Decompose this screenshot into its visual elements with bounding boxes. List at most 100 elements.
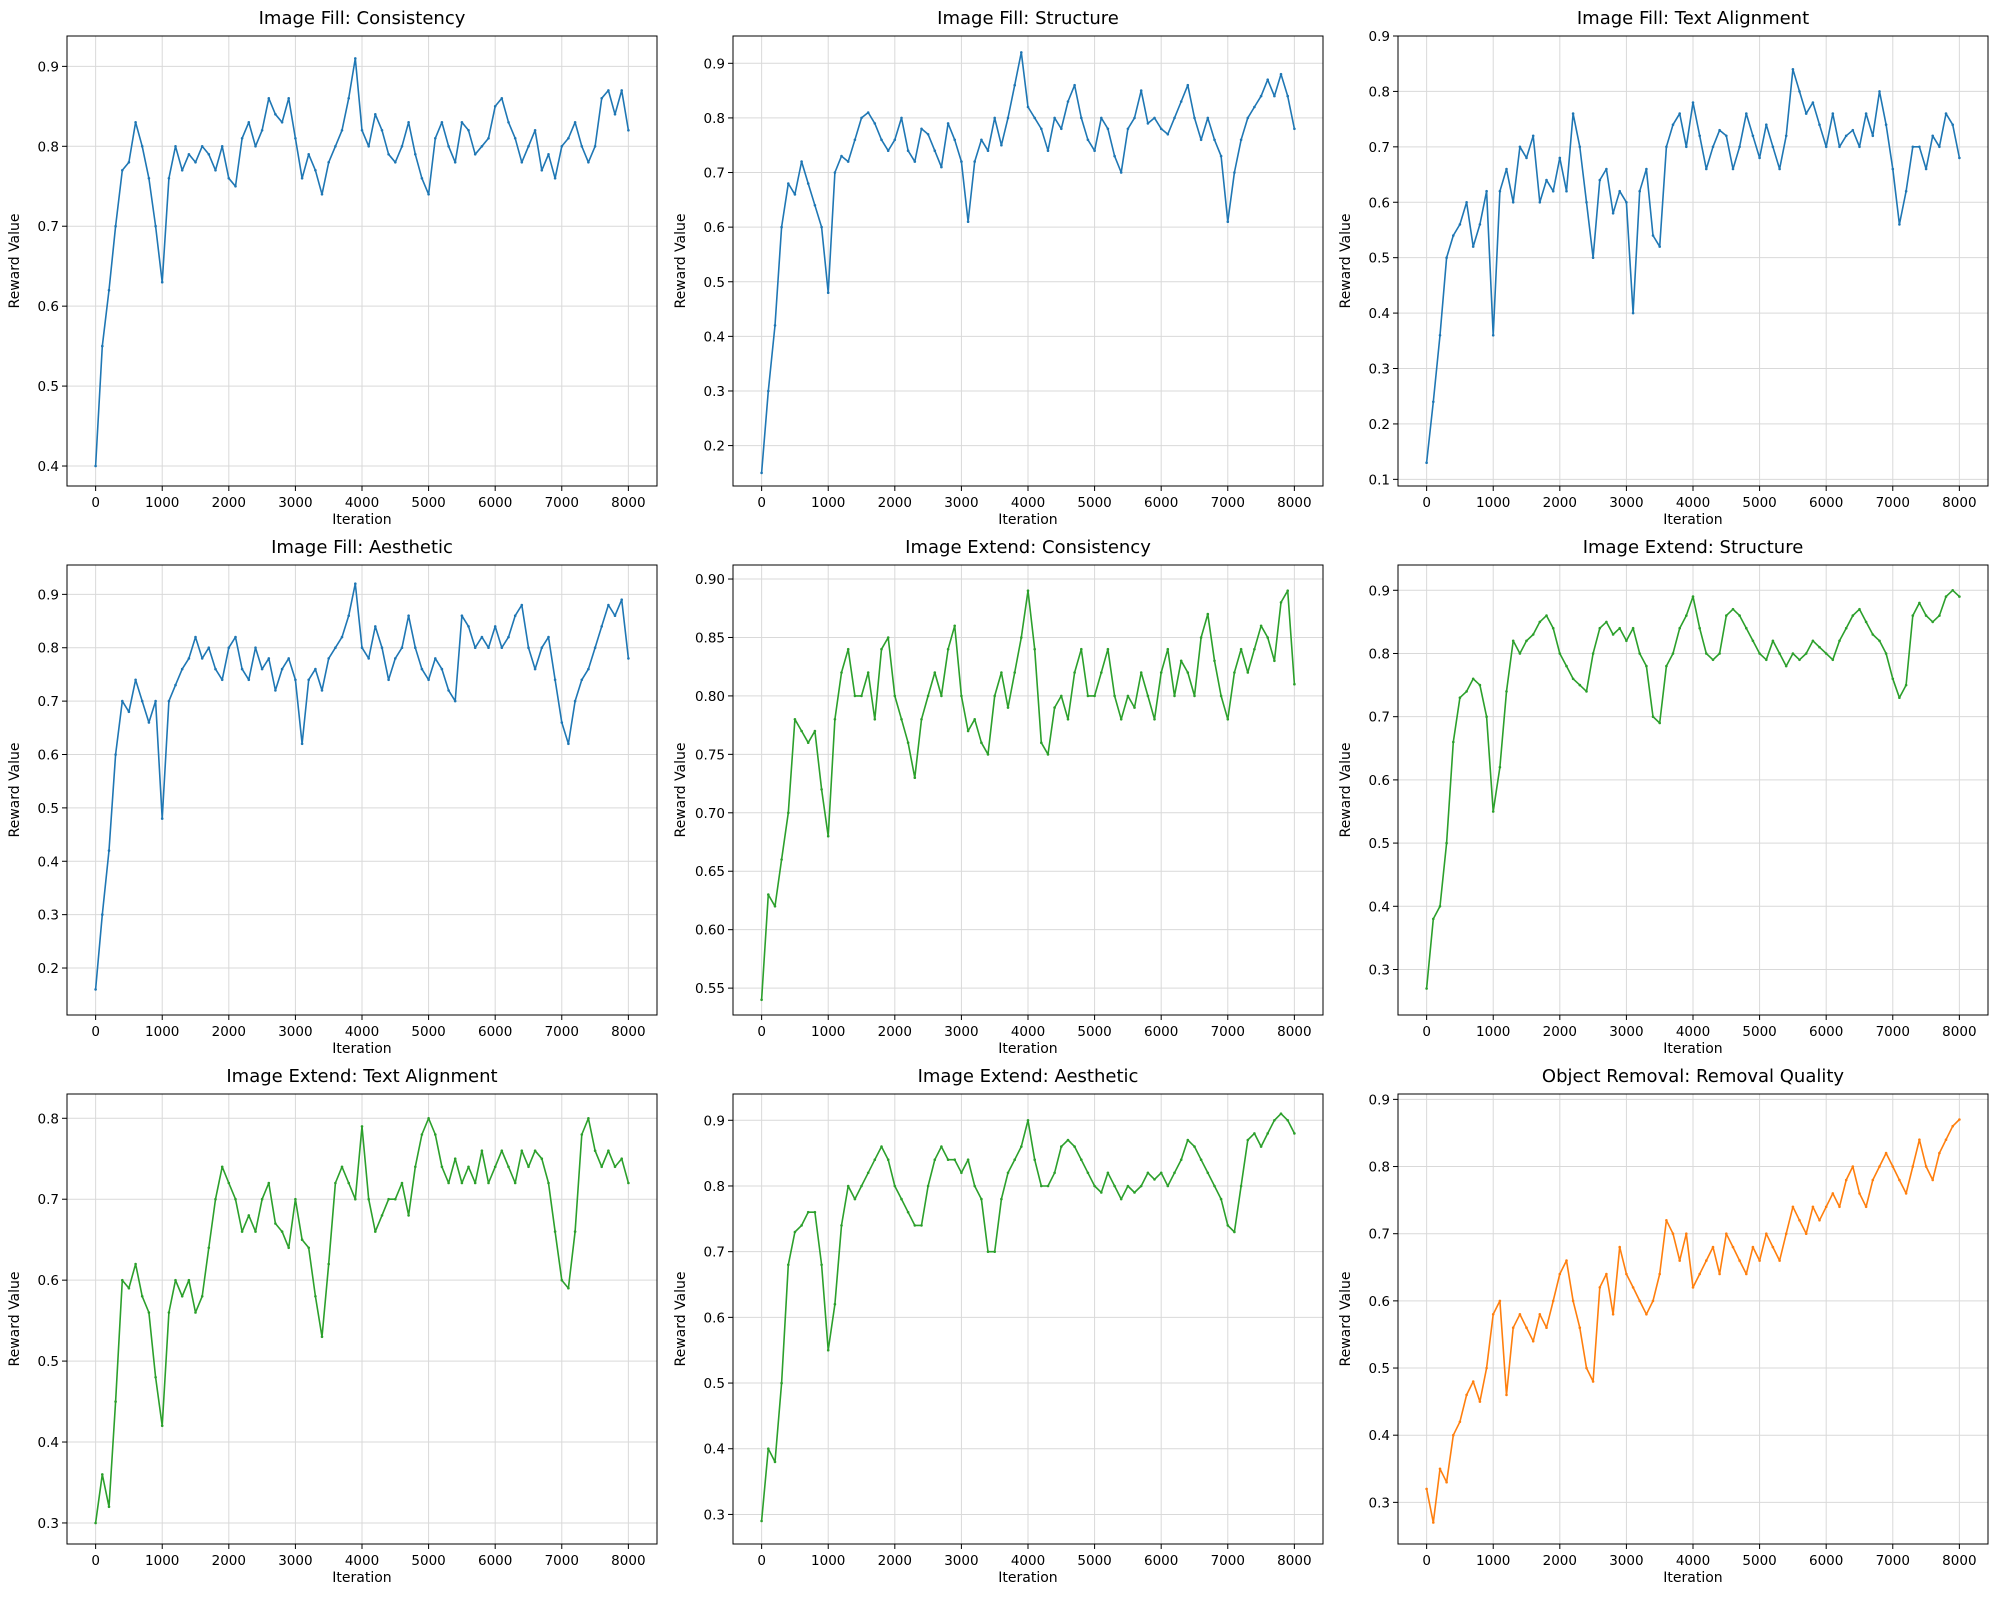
- data-point: [1491, 334, 1495, 337]
- data-point: [1518, 652, 1522, 655]
- data-point: [760, 998, 763, 1002]
- x-tick-label: 0: [1422, 1553, 1431, 1569]
- data-point: [1153, 116, 1156, 120]
- data-point: [1159, 1171, 1163, 1175]
- data-point: [1838, 1205, 1841, 1209]
- data-point: [380, 646, 384, 649]
- data-point: [946, 647, 950, 651]
- data-point: [560, 1278, 564, 1282]
- data-point: [160, 1424, 164, 1428]
- y-tick-label: 0.7: [1369, 1227, 1390, 1243]
- x-tick-label: 3000: [1609, 1553, 1643, 1569]
- data-point: [374, 1230, 377, 1233]
- subplot-7: Image Extend: Text Alignment 0 1000 2000 300…: [7, 1066, 658, 1586]
- data-point: [1738, 614, 1741, 617]
- x-tick-label: 8000: [1277, 1553, 1311, 1569]
- data-point: [513, 614, 517, 617]
- data-point: [627, 129, 630, 132]
- data-point: [1106, 127, 1110, 131]
- data-point: [473, 153, 477, 156]
- data-point: [347, 614, 351, 617]
- data-point: [1126, 1184, 1130, 1188]
- subplot-title: Image Extend: Text Alignment: [226, 1066, 497, 1087]
- x-tick-label: 5000: [1742, 1024, 1776, 1040]
- data-point: [1471, 245, 1475, 248]
- data-point: [953, 138, 956, 142]
- data-point: [107, 288, 111, 292]
- data-point: [993, 694, 996, 698]
- data-point: [1565, 664, 1568, 668]
- data-point: [467, 625, 470, 628]
- data-point: [1858, 607, 1861, 611]
- data-point: [1239, 647, 1243, 651]
- data-point: [447, 689, 450, 692]
- data-point: [434, 1133, 437, 1136]
- x-tick-label: 0: [757, 1024, 766, 1040]
- y-tick-label: 0.3: [38, 908, 59, 924]
- data-point: [1498, 189, 1502, 193]
- x-tick-label: 7000: [1876, 495, 1910, 511]
- data-point: [1591, 1380, 1595, 1383]
- y-tick-label: 0.2: [38, 961, 59, 977]
- data-point: [1293, 682, 1296, 686]
- data-point: [1053, 1171, 1056, 1175]
- x-tick-label: 5000: [1077, 1553, 1111, 1569]
- x-tick-label: 6000: [1144, 1024, 1178, 1040]
- data-point: [1778, 652, 1781, 655]
- data-point: [220, 1165, 224, 1169]
- data-point: [1784, 1232, 1788, 1235]
- data-point: [1219, 1197, 1223, 1201]
- data-point: [1146, 694, 1150, 698]
- data-point: [107, 1505, 111, 1509]
- data-point: [1831, 112, 1835, 115]
- x-tick-label: 1000: [1476, 1553, 1510, 1569]
- data-point: [966, 220, 970, 223]
- subplot-title: Image Extend: Structure: [1583, 537, 1804, 558]
- data-point: [1073, 1145, 1076, 1148]
- data-point: [993, 1250, 996, 1253]
- data-point: [926, 1184, 930, 1188]
- data-point: [414, 1165, 417, 1169]
- y-tick-label: 0.8: [704, 111, 725, 127]
- data-point: [287, 97, 291, 100]
- y-tick-label: 0.65: [695, 864, 725, 880]
- data-point: [207, 646, 211, 649]
- y-tick-label: 0.7: [1369, 140, 1390, 156]
- data-point: [414, 153, 417, 156]
- x-tick-label: 4000: [1011, 1024, 1045, 1040]
- data-point: [1938, 614, 1941, 617]
- data-point: [1139, 671, 1143, 674]
- y-tick-label: 0.4: [704, 329, 725, 345]
- data-point: [254, 1230, 257, 1233]
- x-tick-label: 2000: [1543, 1024, 1577, 1040]
- data-point: [460, 614, 464, 617]
- data-point: [1266, 1132, 1269, 1135]
- y-tick-label: 0.8: [38, 1111, 59, 1127]
- x-tick-label: 5000: [1077, 1024, 1111, 1040]
- data-point: [1751, 639, 1755, 643]
- data-point: [1093, 1184, 1096, 1188]
- data-point: [946, 1158, 950, 1161]
- data-point: [1638, 189, 1641, 193]
- data-point: [287, 657, 291, 660]
- data-point: [1784, 134, 1788, 138]
- data-point: [1086, 138, 1090, 142]
- data-point: [1286, 1119, 1289, 1122]
- data-point: [1226, 718, 1230, 721]
- data-point: [500, 1149, 504, 1152]
- data-point: [1924, 1165, 1928, 1168]
- data-point: [913, 160, 917, 163]
- y-tick-label: 0.60: [695, 923, 725, 939]
- data-point: [340, 1165, 344, 1169]
- data-point: [1026, 1119, 1030, 1122]
- data-point: [1838, 145, 1841, 149]
- data-point: [500, 646, 504, 649]
- data-point: [1000, 1197, 1003, 1201]
- data-point: [1745, 1272, 1748, 1276]
- data-point: [1438, 905, 1442, 908]
- data-point: [493, 1165, 497, 1169]
- data-point: [1551, 1299, 1555, 1303]
- data-point: [214, 667, 217, 671]
- data-point: [267, 1181, 271, 1185]
- data-point: [280, 121, 284, 124]
